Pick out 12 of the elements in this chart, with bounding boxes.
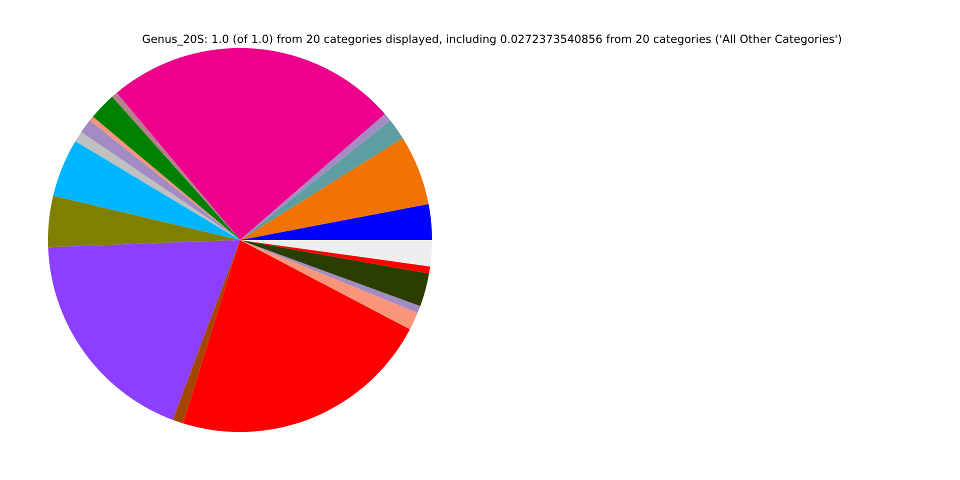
pie-slice — [240, 240, 418, 330]
pie-slice — [53, 141, 240, 240]
pie-slice — [240, 204, 432, 240]
pie-slice — [240, 240, 432, 266]
pie-slice — [48, 240, 240, 420]
pie-slice — [48, 196, 240, 248]
pie-slice — [172, 240, 240, 424]
pie-slice — [112, 92, 240, 240]
pie-slice — [116, 48, 385, 240]
text: Genus_20S: 1.0 (of 1.0) from 20 categories displayed, including 0.0272373540856 from 20 categories ('All Other Categories') — [142, 34, 842, 46]
pie-slice — [240, 138, 429, 240]
pie-slice — [92, 96, 240, 240]
